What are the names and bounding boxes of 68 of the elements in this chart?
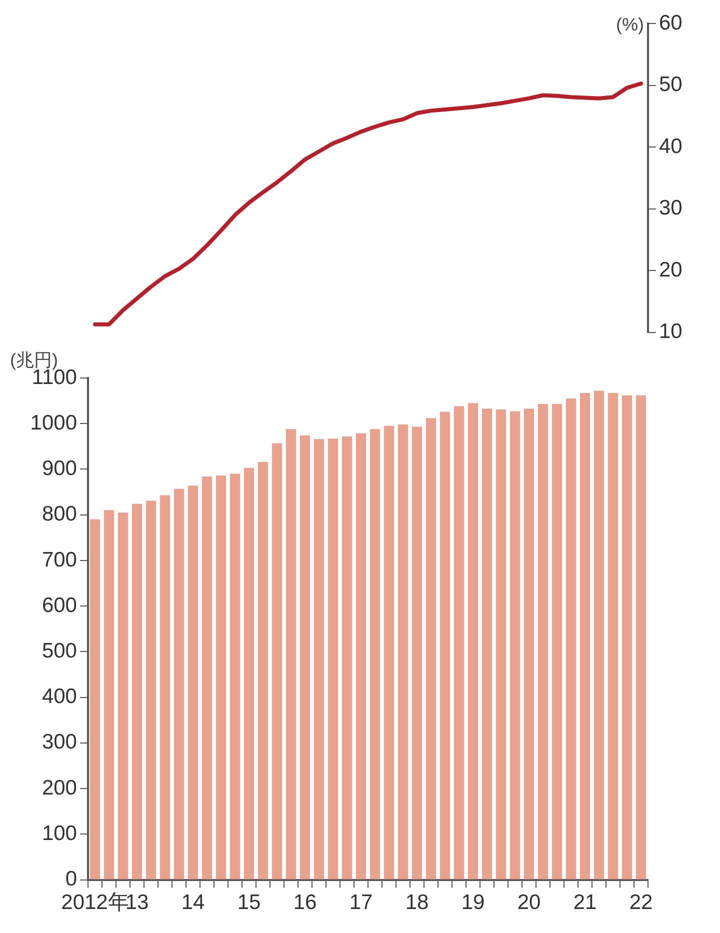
x-tick-label: 16: [293, 891, 317, 914]
bar: [384, 426, 394, 880]
bar: [426, 418, 436, 880]
bar: [300, 435, 310, 880]
y-tick-label: 100: [42, 822, 77, 845]
bar: [482, 408, 492, 880]
bar: [342, 436, 352, 880]
y-tick-label: 200: [42, 776, 77, 800]
bar: [118, 512, 128, 880]
bar: [328, 438, 338, 880]
bar: [272, 443, 282, 880]
x-tick-label: 15: [237, 891, 261, 914]
y-tick-label: 300: [42, 730, 77, 754]
x-tick-label: 20: [517, 891, 541, 914]
bar: [524, 408, 534, 880]
y-tick-label: 1000: [30, 411, 77, 434]
bar: [398, 424, 408, 880]
bar: [230, 474, 240, 880]
bar: [636, 395, 646, 880]
x-tick-label: 22: [629, 891, 653, 914]
bar: [412, 426, 422, 880]
bar: [314, 439, 324, 880]
bar: [188, 486, 198, 880]
bar: [286, 429, 296, 880]
bar: [90, 519, 100, 880]
y-tick-label: 900: [42, 457, 77, 480]
bar: [580, 393, 590, 880]
x-tick-label: 19: [461, 891, 485, 914]
bar: [258, 462, 268, 880]
bar: [608, 393, 618, 880]
y-tick-label: 10: [659, 320, 682, 344]
x-tick-label: 18: [405, 891, 429, 914]
bar: [538, 404, 548, 880]
x-tick-label: 14: [181, 891, 205, 914]
bar: [146, 500, 156, 880]
bar: [566, 398, 576, 880]
bar: [440, 412, 450, 880]
x-tick-label: 17: [349, 891, 373, 914]
y-axis-title: (%): [616, 14, 644, 35]
bar: [244, 468, 254, 880]
bar: [216, 476, 226, 880]
bar: [202, 476, 212, 880]
bar: [594, 390, 604, 880]
x-tick-label: 21: [573, 891, 597, 914]
bar: [510, 411, 520, 880]
y-tick-label: 700: [42, 548, 77, 572]
bar: [132, 504, 142, 880]
y-tick-label: 800: [42, 502, 77, 526]
y-tick-label: 30: [659, 196, 682, 220]
bar: [370, 429, 380, 880]
y-tick-label: 60: [659, 11, 682, 34]
y-tick-label: 40: [659, 134, 682, 158]
y-tick-label: 50: [659, 73, 682, 96]
bar: [468, 403, 478, 880]
y-tick-label: 400: [42, 685, 77, 708]
bar: [454, 406, 464, 880]
y-tick-label: 500: [42, 640, 77, 663]
bar: [552, 404, 562, 880]
bar: [174, 488, 184, 880]
x-tick-label: 2012年: [61, 891, 129, 914]
bar: [104, 510, 114, 880]
y-tick-label: 600: [42, 594, 77, 617]
y-tick-label: 0: [65, 868, 77, 891]
bar: [160, 495, 170, 880]
bar: [496, 409, 506, 880]
bar: [356, 433, 366, 880]
y-tick-label: 20: [659, 258, 682, 282]
bar: [622, 395, 632, 880]
